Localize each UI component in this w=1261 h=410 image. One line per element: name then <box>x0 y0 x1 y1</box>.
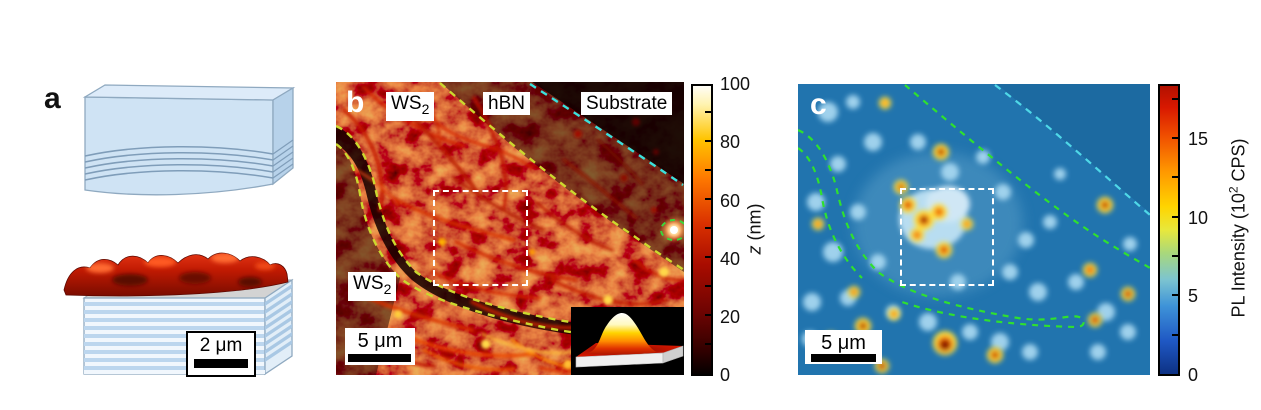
colorbar-z-tick <box>705 169 711 171</box>
panel-a: a <box>0 0 330 410</box>
colorbar-z-tick <box>705 343 711 345</box>
colorbar-pl-tick <box>1172 176 1178 178</box>
colorbar-pl-tick-label: 0 <box>1188 365 1199 385</box>
colorbar-pl-axis-label: PL Intensity (102 CPS) <box>1226 138 1249 318</box>
colorbar-pl <box>1158 84 1180 376</box>
scale-bar-b-label: 5 μm <box>357 330 403 352</box>
colorbar-pl-tick <box>1172 98 1178 100</box>
colorbar-z <box>691 84 713 376</box>
colorbar-pl-tick <box>1172 294 1178 296</box>
schematic-flat-stack <box>82 84 296 196</box>
schematic-illustration <box>63 84 296 376</box>
bubble-outline-dashed <box>660 219 684 241</box>
region-label-ws2-bottom: WS2 <box>348 272 397 301</box>
colorbar-z-tick-label: 20 <box>720 307 741 327</box>
scale-bar-a: 2 μm <box>186 331 256 377</box>
colorbar-pl-tick <box>1172 334 1178 336</box>
colorbar-z-tick-label: 0 <box>720 365 731 385</box>
scale-bar-c-label: 5 μm <box>821 332 866 354</box>
scale-bar-b: 5 μm <box>345 328 415 365</box>
scale-bar-b-bar <box>348 354 411 362</box>
panel-c-label: c <box>810 88 827 121</box>
colorbar-z-tick <box>705 314 711 316</box>
schematic-wrinkled-stack <box>63 252 294 376</box>
pl-map <box>798 84 1150 375</box>
colorbar-pl-tick-label: 10 <box>1188 208 1209 228</box>
colorbar-pl-tick <box>1172 216 1178 218</box>
colorbar-z-tick <box>705 140 711 142</box>
scale-bar-a-label: 2 μm <box>199 335 243 356</box>
colorbar-pl-tick <box>1172 137 1178 139</box>
scale-bar-c: 5 μm <box>805 330 882 364</box>
colorbar-z-tick <box>705 227 711 229</box>
schematic-rough-film <box>63 252 289 297</box>
panel-b-label: b <box>346 86 365 119</box>
roi-box-c <box>900 188 994 286</box>
colorbar-z-tick <box>705 111 711 113</box>
colorbar-z-tick <box>705 198 711 200</box>
panel-b: b WS2 hBN Substrate WS2 5 μm <box>336 82 684 375</box>
wrinkle-inset <box>571 307 684 375</box>
roi-box-b <box>433 190 528 286</box>
colorbar-z-tick-label: 80 <box>720 132 741 152</box>
colorbar-z-tick-label: 60 <box>720 191 741 211</box>
colorbar-z-axis-label: z (nm) <box>744 203 765 255</box>
afm-bright-blob <box>664 220 684 240</box>
substrate-outline-dashed-c <box>994 84 1150 216</box>
region-label-hbn: hBN <box>483 92 530 115</box>
colorbar-z-tick <box>705 256 711 258</box>
colorbar-z-tick <box>705 285 711 287</box>
scale-bar-a-bar <box>194 359 248 368</box>
pl-hot-spots <box>812 97 1135 373</box>
scale-bar-c-bar <box>811 354 876 362</box>
region-label-substrate: Substrate <box>581 92 673 115</box>
region-label-ws2-top: WS2 <box>386 92 435 121</box>
colorbar-pl-tick-label: 15 <box>1188 129 1209 149</box>
pl-substrate-region <box>997 84 1150 213</box>
colorbar-z-tick-label: 100 <box>720 74 751 94</box>
colorbar-pl-tick <box>1172 255 1178 257</box>
panel-c: c 5 μm <box>798 84 1150 375</box>
hbn-outline-dashed-c <box>798 84 1150 329</box>
substrate-outline-dashed-b <box>529 82 684 186</box>
colorbar-z-tick-label: 40 <box>720 249 741 269</box>
colorbar-pl-tick-label: 5 <box>1188 286 1199 306</box>
panel-a-label: a <box>44 82 61 115</box>
